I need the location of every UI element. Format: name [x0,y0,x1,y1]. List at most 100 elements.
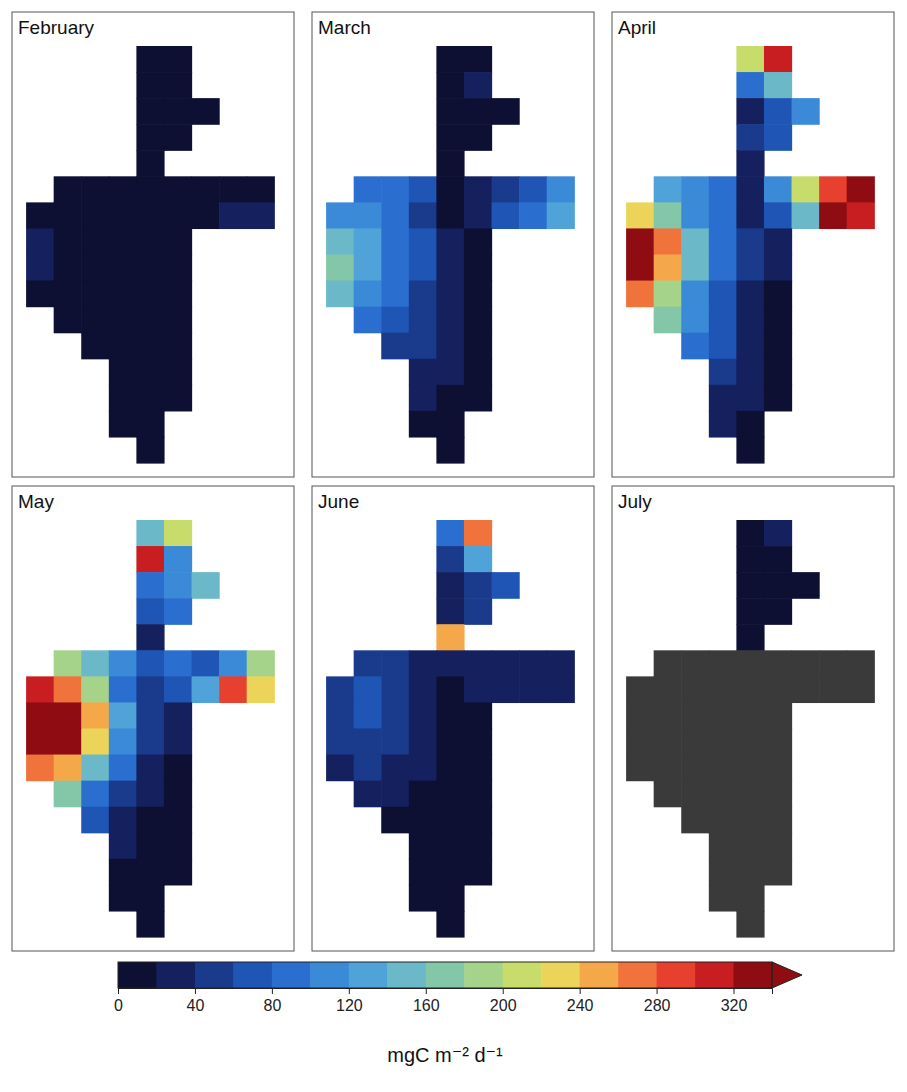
cell [709,176,737,203]
cell [626,755,654,782]
cell [164,781,192,808]
cell [326,255,354,282]
cell [247,176,275,203]
cell [54,307,82,334]
colorbar-bin [503,962,542,988]
cell [381,228,409,255]
tick: 200 [490,988,517,1014]
cell [409,885,437,912]
cell [81,729,109,756]
tick-label: 160 [413,997,440,1014]
cell [436,385,464,412]
cell [381,781,409,808]
cell [764,228,792,255]
cell [164,385,192,412]
cell [681,176,709,203]
cell [192,676,220,703]
tick-mark [349,988,350,994]
cell [709,333,737,360]
cell [709,650,737,677]
cell [519,650,547,677]
cell [709,411,737,438]
cell [164,598,192,625]
cell [681,228,709,255]
cell [81,781,109,808]
cell [764,307,792,334]
cell [136,46,164,73]
cell [109,702,137,729]
cell [164,702,192,729]
cell [109,885,137,912]
cell [409,281,437,308]
cell [409,781,437,808]
cell [436,150,464,177]
cell [354,255,382,282]
cell [819,176,847,203]
tick-mark [580,988,581,994]
cell [409,228,437,255]
cell [164,333,192,360]
cell [654,781,682,808]
cell [81,676,109,703]
cell [136,911,164,938]
cell [436,755,464,782]
cell [681,676,709,703]
cell [409,755,437,782]
tick: 160 [413,988,440,1014]
cell [681,781,709,808]
cell [464,572,492,599]
cell [109,781,137,808]
panel-frame [612,12,894,477]
cell [764,124,792,151]
cell [409,176,437,203]
tick-label: 200 [490,997,517,1014]
tick: 320 [721,988,748,1014]
cell [736,98,764,125]
cell [164,307,192,334]
cell [736,124,764,151]
cell [709,702,737,729]
panel-title: February [18,17,95,38]
cell [409,676,437,703]
cell [136,307,164,334]
cell [464,676,492,703]
cell [436,72,464,99]
panel-title: July [618,491,652,512]
cell [164,807,192,834]
cell [736,859,764,886]
cell [654,755,682,782]
cell [136,781,164,808]
cell [136,281,164,308]
cell [764,598,792,625]
cell [436,307,464,334]
cell [136,833,164,860]
cell [709,781,737,808]
cell [219,202,247,229]
cell [736,572,764,599]
cell [736,307,764,334]
cell [819,676,847,703]
cell [792,176,820,203]
cell [409,833,437,860]
cell [136,729,164,756]
cell [547,176,575,203]
cell [764,202,792,229]
cell [54,228,82,255]
cell [54,650,82,677]
cell [792,202,820,229]
cell [381,176,409,203]
cell [136,228,164,255]
cell [626,702,654,729]
cell [109,650,137,677]
cell [136,755,164,782]
cell [81,281,109,308]
axis-line [119,989,773,995]
cell [381,755,409,782]
cell [409,807,437,834]
cell [464,255,492,282]
cell [709,359,737,386]
cell [792,98,820,125]
cell [709,676,737,703]
cell [764,333,792,360]
cell [136,359,164,386]
